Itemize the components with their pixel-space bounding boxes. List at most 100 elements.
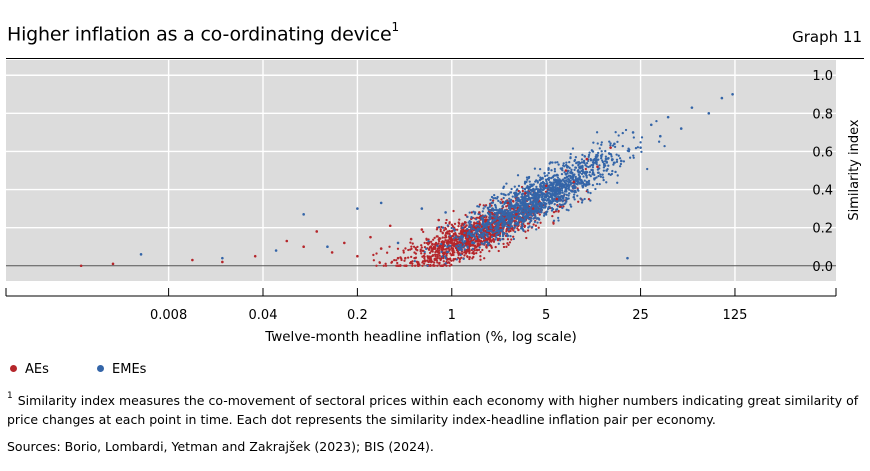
ae-point bbox=[470, 244, 473, 247]
eme-point bbox=[520, 212, 524, 216]
eme-point bbox=[495, 197, 499, 200]
eme-point bbox=[526, 190, 529, 193]
eme-point bbox=[611, 144, 615, 147]
ae-point bbox=[396, 256, 400, 260]
ae-point bbox=[410, 245, 413, 248]
eme-point bbox=[586, 188, 589, 192]
ae-point bbox=[500, 198, 503, 201]
ae-point bbox=[430, 255, 433, 258]
ae-point bbox=[539, 221, 542, 224]
eme-point bbox=[560, 189, 564, 192]
ae-point bbox=[378, 261, 381, 264]
eme-point bbox=[583, 179, 586, 182]
eme-point bbox=[591, 173, 594, 176]
eme-point bbox=[561, 191, 564, 194]
eme-point bbox=[557, 199, 561, 202]
y-tick-label: 0.2 bbox=[812, 222, 833, 237]
ae-point bbox=[468, 257, 471, 261]
eme-point bbox=[596, 153, 599, 157]
eme-point bbox=[545, 213, 548, 216]
eme-point bbox=[512, 205, 515, 208]
eme-point bbox=[552, 185, 555, 189]
eme-point bbox=[553, 170, 557, 173]
ae-point bbox=[494, 245, 497, 249]
eme-point bbox=[544, 211, 548, 214]
ae-point bbox=[466, 255, 469, 258]
eme-point bbox=[561, 196, 565, 199]
x-axis-label: Twelve-month headline inflation (%, log … bbox=[264, 329, 577, 345]
eme-point bbox=[649, 123, 653, 127]
ae-point bbox=[423, 246, 427, 249]
ae-point bbox=[444, 221, 448, 225]
eme-point bbox=[548, 202, 551, 205]
eme-point bbox=[501, 219, 504, 222]
ae-point bbox=[330, 251, 334, 254]
ae-point bbox=[436, 261, 439, 264]
eme-point bbox=[469, 238, 472, 241]
ae-point bbox=[491, 216, 494, 220]
eme-point bbox=[602, 169, 606, 172]
eme-point bbox=[533, 197, 536, 200]
ae-point bbox=[411, 260, 414, 263]
eme-point bbox=[529, 202, 532, 205]
eme-point bbox=[576, 194, 579, 197]
eme-point bbox=[518, 191, 522, 194]
x-tick-label: 0.008 bbox=[150, 308, 187, 323]
eme-point bbox=[551, 192, 554, 195]
eme-point bbox=[513, 230, 517, 234]
eme-point bbox=[561, 169, 564, 172]
ae-point bbox=[506, 201, 510, 205]
eme-point bbox=[537, 188, 540, 191]
ae-point bbox=[475, 251, 478, 255]
ae-point bbox=[510, 238, 513, 241]
eme-point bbox=[484, 205, 487, 208]
eme-point bbox=[522, 209, 526, 212]
ae-point bbox=[517, 228, 520, 232]
eme-point bbox=[481, 227, 484, 230]
eme-point bbox=[556, 161, 559, 164]
eme-point bbox=[579, 197, 582, 200]
ae-point bbox=[534, 224, 538, 227]
eme-point bbox=[491, 209, 495, 212]
eme-point bbox=[469, 220, 472, 224]
eme-point bbox=[577, 173, 580, 177]
eme-point bbox=[486, 242, 490, 245]
eme-point bbox=[690, 106, 694, 109]
ae-point bbox=[585, 157, 589, 161]
eme-point bbox=[517, 209, 520, 213]
ae-point bbox=[471, 251, 474, 255]
eme-point bbox=[538, 167, 542, 171]
ae-point bbox=[438, 251, 441, 255]
legend-label-aes: AEs bbox=[25, 362, 49, 377]
ae-point bbox=[502, 242, 505, 246]
ae-point bbox=[423, 241, 426, 244]
eme-point bbox=[537, 174, 540, 177]
eme-point bbox=[543, 203, 547, 206]
eme-point bbox=[609, 142, 612, 145]
ae-point bbox=[479, 251, 482, 254]
eme-point bbox=[495, 233, 498, 237]
ae-point bbox=[458, 240, 461, 244]
ae-point bbox=[485, 246, 488, 249]
ae-point bbox=[457, 225, 460, 228]
y-tick-label: 0.4 bbox=[812, 184, 833, 199]
eme-point bbox=[479, 233, 482, 236]
ae-point bbox=[434, 253, 437, 257]
eme-point bbox=[502, 212, 505, 216]
eme-point bbox=[595, 162, 598, 166]
eme-point bbox=[548, 195, 552, 199]
eme-point bbox=[447, 250, 450, 254]
x-tick-label: 0.04 bbox=[249, 308, 278, 323]
eme-point bbox=[504, 211, 507, 214]
eme-point bbox=[610, 172, 614, 176]
ae-point bbox=[460, 231, 464, 234]
eme-point bbox=[535, 185, 538, 189]
eme-point bbox=[565, 208, 568, 211]
ae-point bbox=[492, 240, 496, 243]
eme-point bbox=[497, 222, 501, 225]
ae-point bbox=[388, 245, 391, 248]
eme-point bbox=[552, 181, 555, 184]
eme-point bbox=[470, 226, 473, 230]
eme-point bbox=[558, 189, 562, 192]
eme-point bbox=[454, 235, 457, 238]
